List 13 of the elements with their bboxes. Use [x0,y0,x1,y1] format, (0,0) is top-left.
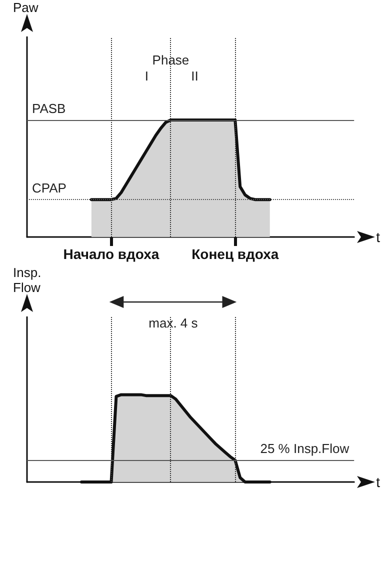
x-axis-title: t [376,474,380,490]
y-axis-title: Paw [13,0,39,15]
text: max. 4 s [148,316,198,330]
text: I [144,68,149,84]
x-tick-label: Начало вдоха [63,246,160,262]
ref-line-label: CPAP [32,180,66,196]
x-tick-label: Конец вдоха [192,246,279,262]
ref-line-label: PASB [32,101,66,116]
text: Phase [152,52,190,68]
x-axis-title: t [376,229,380,245]
y-axis-title: Insp. Flow [13,265,42,295]
ref-line-label: 25 % Insp.Flow [260,441,350,456]
text: II [191,68,198,84]
